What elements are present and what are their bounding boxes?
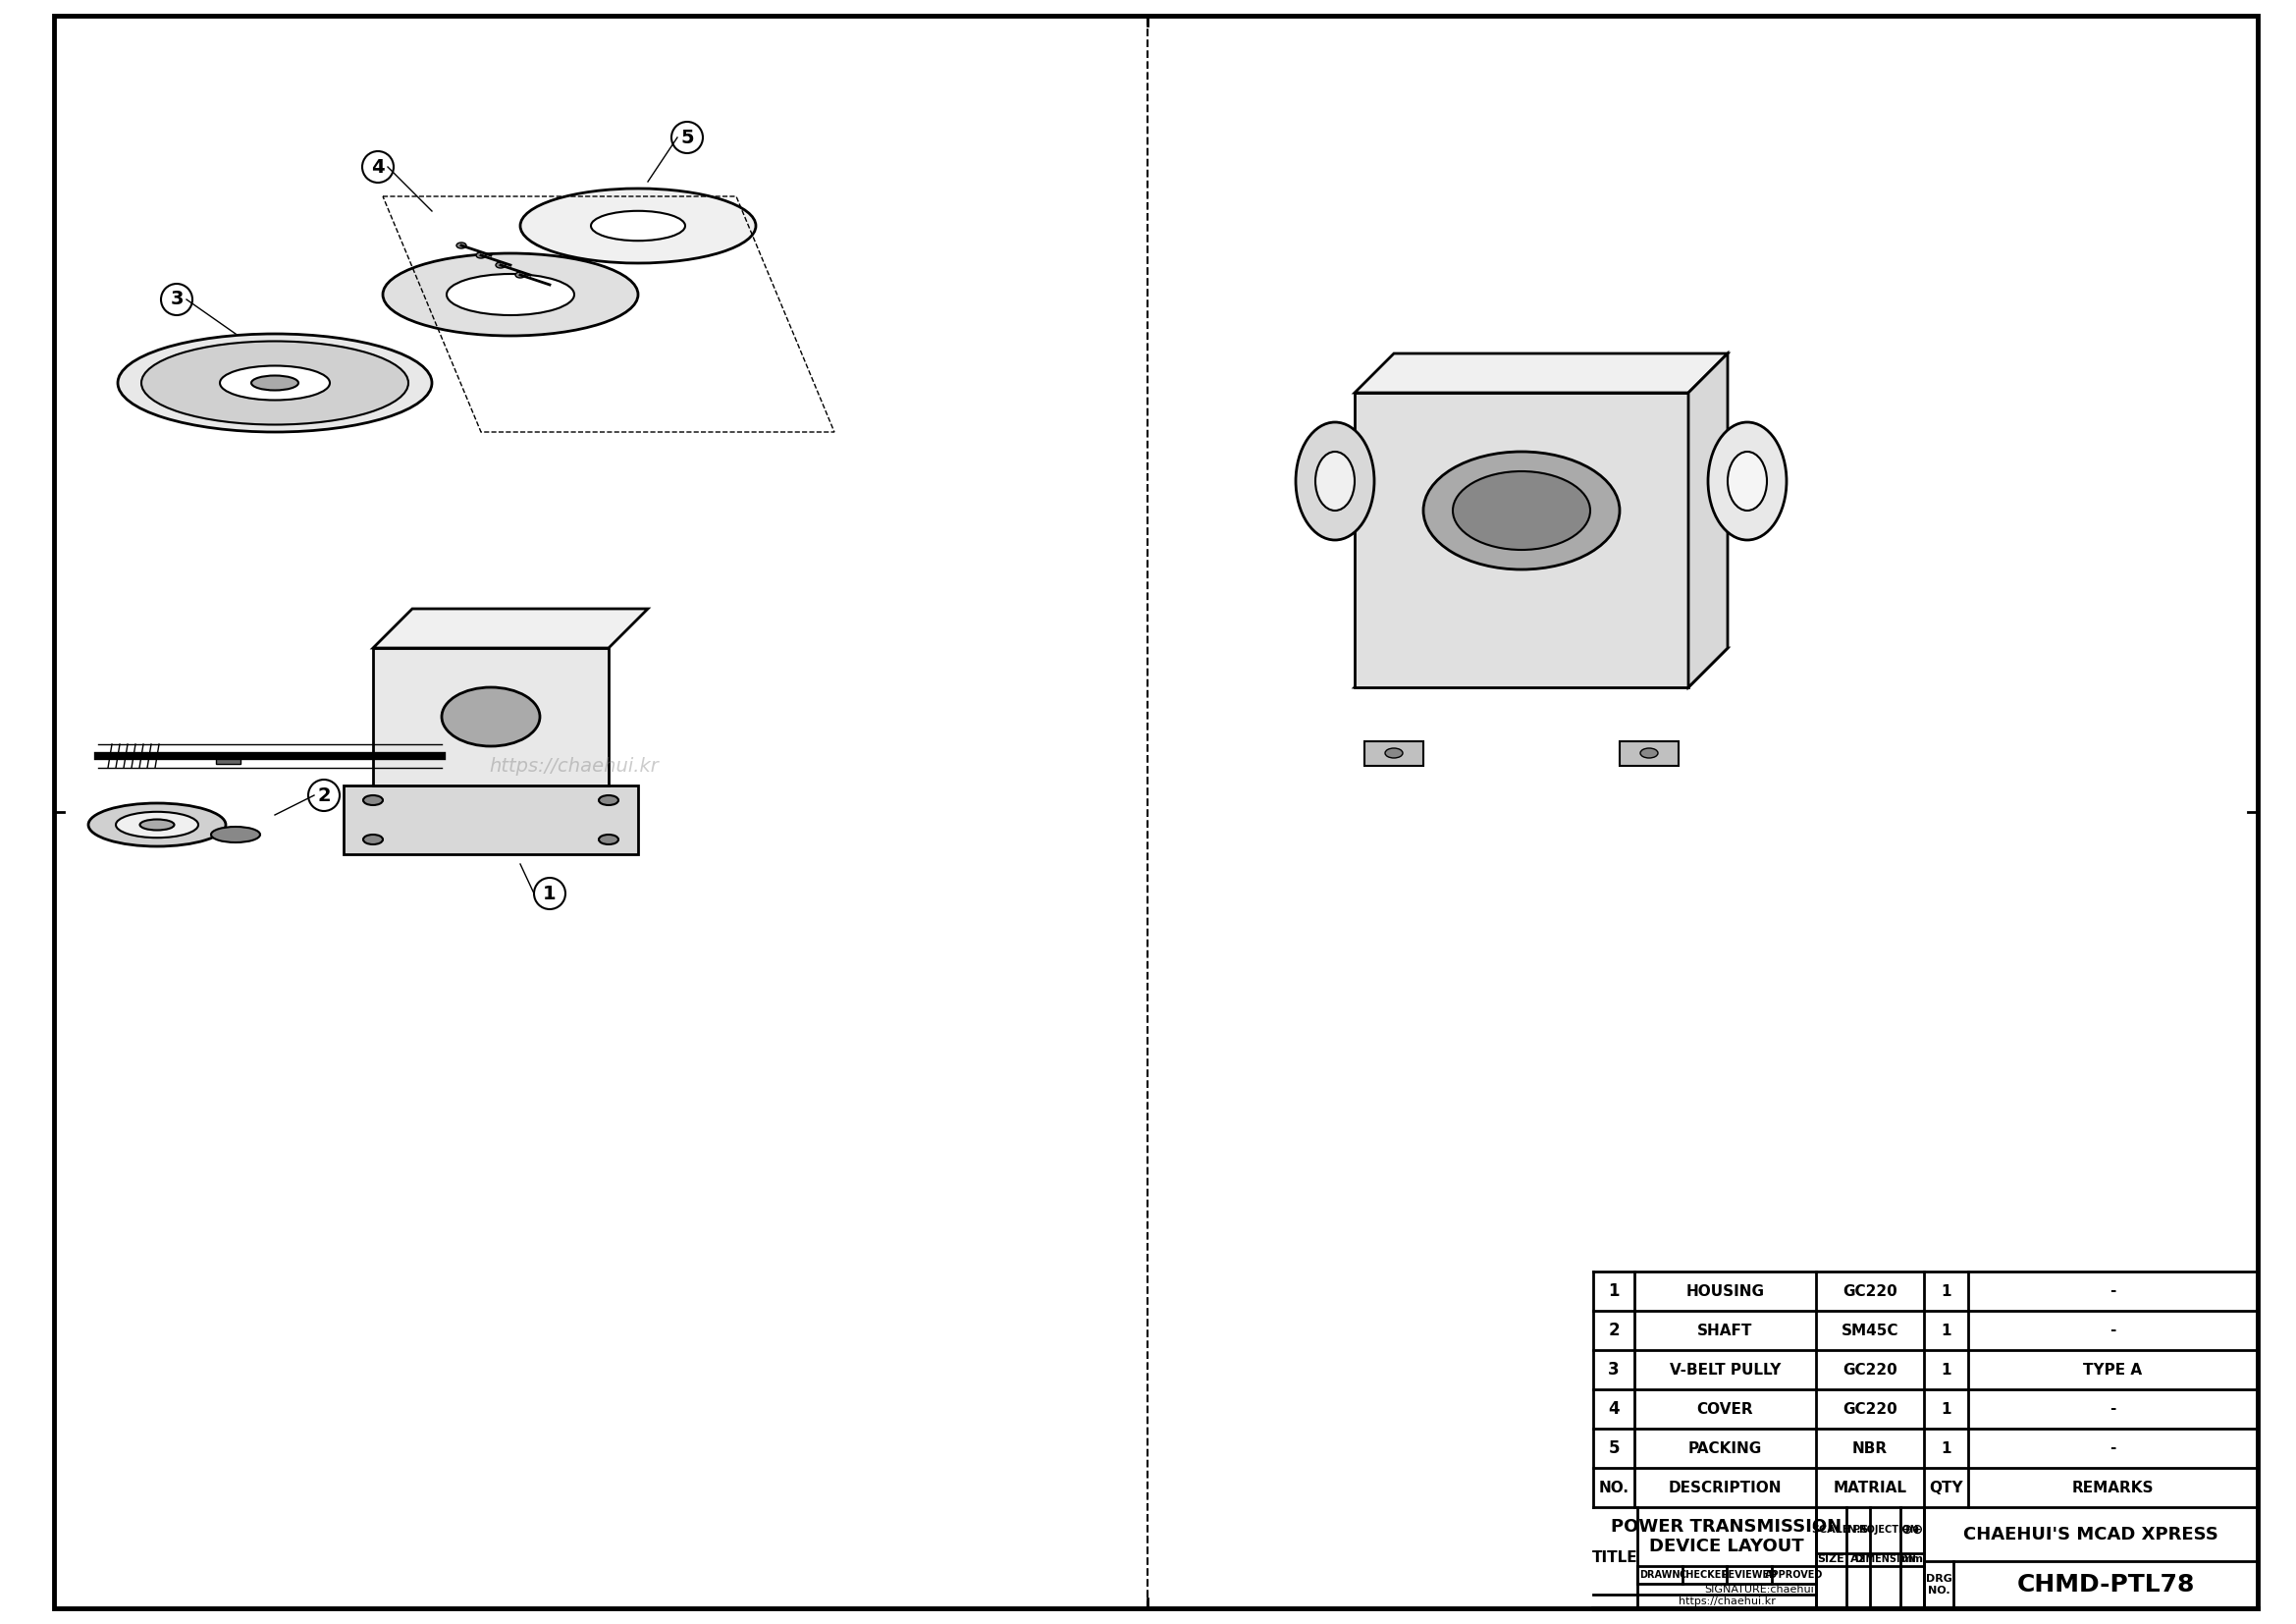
Text: HOUSING: HOUSING	[1685, 1285, 1763, 1299]
Bar	[216, 757, 241, 763]
Text: https://chaehui.kr: https://chaehui.kr	[1678, 1596, 1775, 1606]
Ellipse shape	[1639, 749, 1658, 758]
Text: SHAFT: SHAFT	[1697, 1324, 1752, 1338]
Ellipse shape	[140, 820, 174, 830]
Polygon shape	[1355, 648, 1727, 687]
Text: 1: 1	[1940, 1402, 1952, 1416]
Text: 5: 5	[680, 128, 693, 146]
Text: -: -	[2110, 1402, 2117, 1416]
Text: SCALE: SCALE	[1812, 1525, 1851, 1535]
Polygon shape	[1355, 354, 1727, 393]
Text: MATRIAL: MATRIAL	[1832, 1479, 1906, 1494]
Text: GC220: GC220	[1844, 1285, 1896, 1299]
Ellipse shape	[87, 804, 225, 846]
Ellipse shape	[457, 242, 466, 248]
Polygon shape	[372, 609, 647, 648]
Circle shape	[670, 122, 703, 153]
Text: NO.: NO.	[1598, 1479, 1628, 1494]
Ellipse shape	[142, 341, 409, 424]
Text: https://chaehui.kr: https://chaehui.kr	[489, 757, 659, 775]
Text: 5: 5	[1607, 1439, 1619, 1457]
Text: DRAWN: DRAWN	[1639, 1570, 1681, 1580]
Text: CHECKED: CHECKED	[1678, 1570, 1729, 1580]
Text: 1: 1	[1940, 1363, 1952, 1377]
Ellipse shape	[250, 375, 298, 390]
Ellipse shape	[1453, 471, 1591, 551]
Text: DESCRIPTION: DESCRIPTION	[1669, 1479, 1782, 1494]
Text: -: -	[2110, 1440, 2117, 1455]
Text: PACKING: PACKING	[1688, 1440, 1761, 1455]
Text: QTY: QTY	[1929, 1479, 1963, 1494]
Text: 1: 1	[1940, 1440, 1952, 1455]
Text: N.S: N.S	[1848, 1525, 1869, 1535]
Circle shape	[363, 151, 393, 182]
Text: COVER: COVER	[1697, 1402, 1754, 1416]
Text: ⊕⊕: ⊕⊕	[1901, 1523, 1924, 1536]
Bar	[1619, 741, 1678, 767]
Ellipse shape	[1316, 451, 1355, 510]
Text: PROJECTION: PROJECTION	[1853, 1525, 1917, 1535]
Ellipse shape	[448, 274, 574, 315]
Ellipse shape	[117, 335, 432, 432]
Text: GC220: GC220	[1844, 1363, 1896, 1377]
Text: 2: 2	[1607, 1322, 1619, 1340]
Text: CHAEHUI'S MCAD XPRESS: CHAEHUI'S MCAD XPRESS	[1963, 1525, 2218, 1543]
Text: REVIEWED: REVIEWED	[1722, 1570, 1777, 1580]
Ellipse shape	[220, 365, 331, 400]
Ellipse shape	[514, 271, 526, 278]
Text: 1: 1	[1607, 1283, 1619, 1299]
Text: -: -	[2110, 1324, 2117, 1338]
Ellipse shape	[383, 253, 638, 336]
Ellipse shape	[363, 835, 383, 844]
Polygon shape	[1688, 354, 1727, 687]
Text: GC220: GC220	[1844, 1402, 1896, 1416]
Ellipse shape	[599, 835, 618, 844]
Text: V-BELT PULLY: V-BELT PULLY	[1669, 1363, 1782, 1377]
Polygon shape	[1355, 393, 1688, 687]
Text: A2: A2	[1851, 1554, 1867, 1564]
Text: APPROVED: APPROVED	[1766, 1570, 1823, 1580]
Ellipse shape	[441, 687, 540, 745]
Ellipse shape	[1384, 749, 1403, 758]
Text: 3: 3	[170, 291, 184, 309]
Ellipse shape	[521, 188, 755, 263]
Text: SM45C: SM45C	[1841, 1324, 1899, 1338]
Ellipse shape	[475, 252, 487, 258]
Text: DRG
NO.: DRG NO.	[1926, 1574, 1952, 1595]
Circle shape	[535, 879, 565, 909]
Ellipse shape	[599, 796, 618, 806]
Text: 3: 3	[1607, 1361, 1619, 1379]
Text: 1: 1	[544, 883, 556, 903]
Polygon shape	[372, 648, 608, 786]
Text: DIMENSION: DIMENSION	[1855, 1554, 1915, 1564]
Bar	[1364, 741, 1424, 767]
Text: mm: mm	[1901, 1554, 1924, 1564]
Text: TITLE: TITLE	[1593, 1551, 1637, 1566]
Circle shape	[161, 284, 193, 315]
Ellipse shape	[1424, 451, 1619, 570]
Polygon shape	[344, 786, 638, 854]
Ellipse shape	[115, 812, 197, 838]
Text: 1: 1	[1940, 1324, 1952, 1338]
Text: 1: 1	[1940, 1285, 1952, 1299]
Ellipse shape	[211, 827, 259, 843]
Ellipse shape	[496, 261, 505, 268]
Text: NBR: NBR	[1853, 1440, 1887, 1455]
Circle shape	[308, 780, 340, 810]
Text: CHMD-PTL78: CHMD-PTL78	[2016, 1574, 2195, 1596]
Text: TYPE A: TYPE A	[2082, 1363, 2142, 1377]
Text: -: -	[2110, 1285, 2117, 1299]
Text: 4: 4	[372, 158, 386, 177]
Ellipse shape	[1295, 422, 1375, 541]
Ellipse shape	[1708, 422, 1786, 541]
Text: REMARKS: REMARKS	[2071, 1479, 2154, 1494]
Text: SIGNATURE:chaehui: SIGNATURE:chaehui	[1704, 1585, 1814, 1595]
Ellipse shape	[590, 211, 684, 240]
Ellipse shape	[363, 796, 383, 806]
Text: SIZE: SIZE	[1818, 1554, 1844, 1564]
Ellipse shape	[1727, 451, 1768, 510]
Text: 2: 2	[317, 786, 331, 804]
Text: POWER TRANSMISSION
DEVICE LAYOUT: POWER TRANSMISSION DEVICE LAYOUT	[1612, 1517, 1841, 1556]
Text: 4: 4	[1607, 1400, 1619, 1418]
